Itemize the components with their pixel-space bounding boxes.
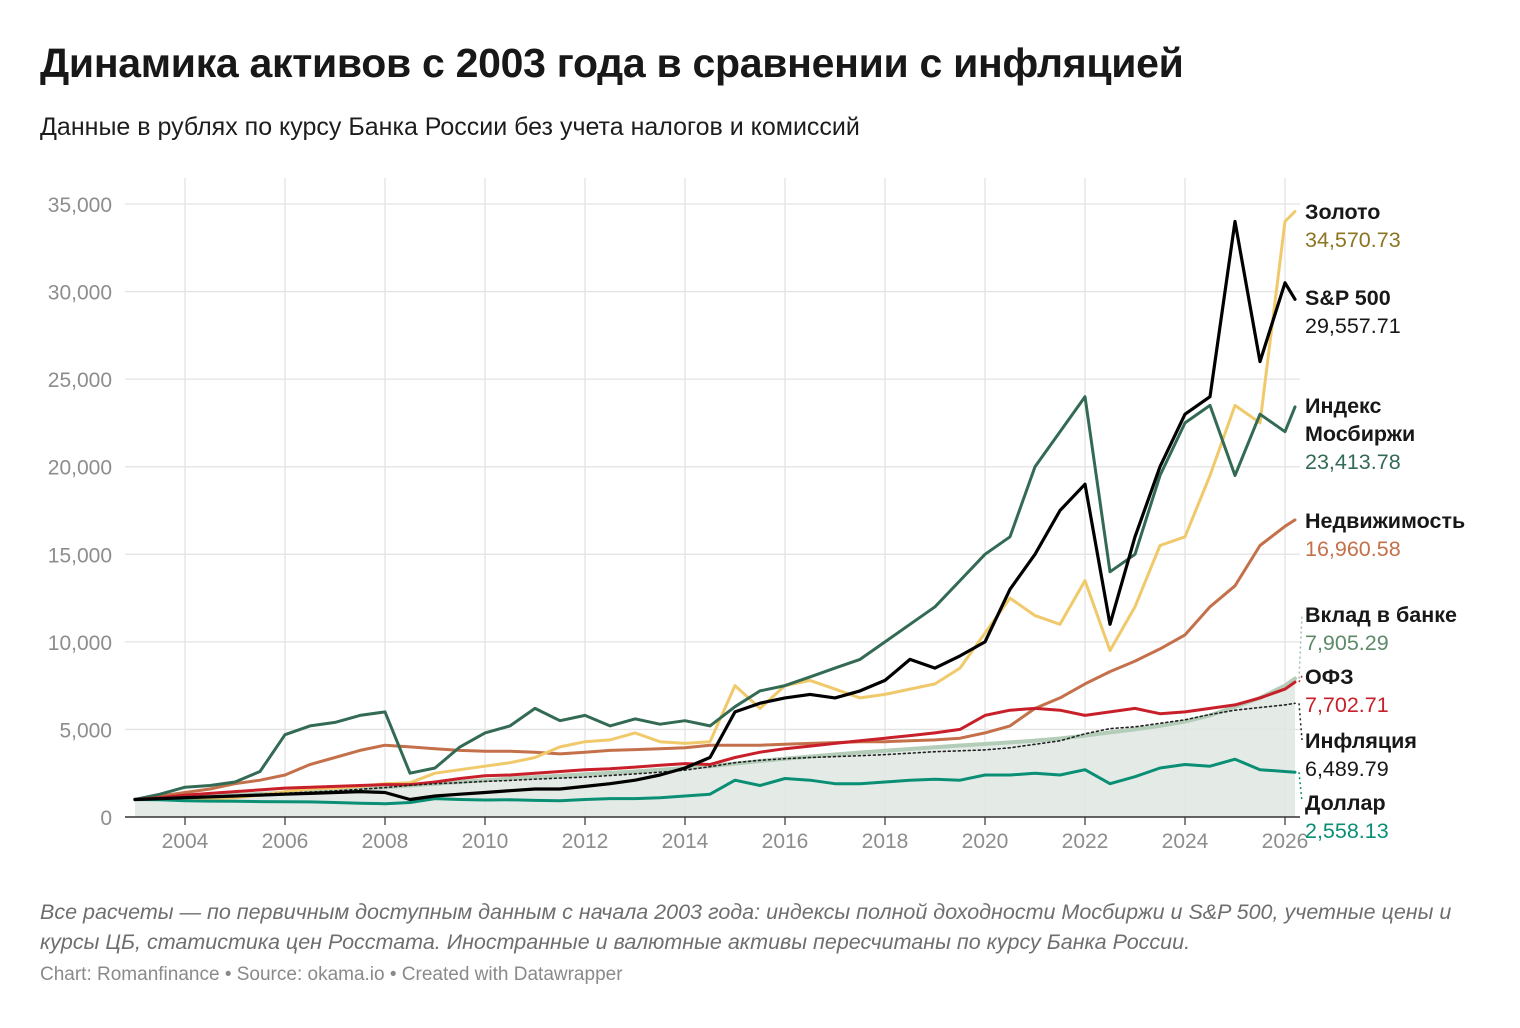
y-tick-label: 35,000 xyxy=(48,194,112,217)
series-value-инфляция: 6,489.79 xyxy=(1305,757,1389,781)
x-tick-label: 2024 xyxy=(1162,830,1209,853)
y-tick-label: 25,000 xyxy=(48,369,112,392)
series-label-индекс-мосбиржи: Мосбиржи xyxy=(1305,422,1415,446)
series-line-индекс-мосбиржи xyxy=(133,395,1297,801)
series-labels: Золото 34,570.73 S&P 500 29,557.71 Индекс Мос… xyxy=(1298,200,1465,843)
series-value-s-p-500: 29,557.71 xyxy=(1305,314,1401,338)
grid-lines xyxy=(125,178,1300,817)
series-line-недвижимость xyxy=(133,518,1297,801)
x-tick-label: 2020 xyxy=(962,830,1009,853)
series-line-s-p-500 xyxy=(133,219,1297,802)
x-tick-label: 2010 xyxy=(462,830,509,853)
chart-subtitle: Данные в рублях по курсу Банка России бе… xyxy=(40,113,860,141)
y-tick-label: 5,000 xyxy=(59,719,112,742)
y-tick-label: 30,000 xyxy=(48,282,112,305)
label-connector-доллар xyxy=(1298,772,1303,803)
series-value-доллар: 2,558.13 xyxy=(1305,819,1389,843)
series-line-золото xyxy=(133,210,1297,801)
x-tick-label: 2006 xyxy=(262,830,309,853)
y-tick-label: 10,000 xyxy=(48,632,112,655)
series-label-доллар: Доллар xyxy=(1305,791,1386,815)
x-tick-label: 2014 xyxy=(662,830,709,853)
series-line-доллар xyxy=(133,757,1297,806)
x-tick-label: 2022 xyxy=(1062,830,1109,853)
x-tick-label: 2004 xyxy=(162,830,209,853)
x-tick-label: 2008 xyxy=(362,830,409,853)
series-label-индекс-мосбиржи: Индекс xyxy=(1305,394,1382,418)
y-tick-label: 20,000 xyxy=(48,457,112,480)
credit-line: Chart: Romanfinance • Source: okama.io •… xyxy=(40,964,623,985)
series-value-золото: 34,570.73 xyxy=(1305,228,1401,252)
label-connector-вклад-в-банке xyxy=(1298,613,1303,679)
series-lines xyxy=(133,210,1297,806)
axes: 0 5,000 10,000 15,000 20,000 25,000 30,000 35,0… xyxy=(48,194,1309,853)
area-вклад-в-банке xyxy=(135,678,1295,817)
series-line-офз xyxy=(133,680,1297,801)
label-connector-офз xyxy=(1298,675,1303,683)
series-label-вклад-в-банке: Вклад в банке xyxy=(1305,603,1457,627)
series-label-золото: Золото xyxy=(1305,200,1380,224)
label-connector-инфляция xyxy=(1298,703,1303,741)
series-line-вклад-в-банке xyxy=(133,676,1297,802)
series-label-недвижимость: Недвижимость xyxy=(1305,509,1465,533)
series-value-индекс-мосбиржи: 23,413.78 xyxy=(1305,450,1401,474)
x-tick-label: 2012 xyxy=(562,830,609,853)
line-chart: 0 5,000 10,000 15,000 20,000 25,000 30,000 35,0… xyxy=(48,178,1465,853)
x-tick-label: 2026 xyxy=(1262,830,1309,853)
y-tick-label: 0 xyxy=(100,807,112,830)
series-value-недвижимость: 16,960.58 xyxy=(1305,537,1401,561)
series-label-инфляция: Инфляция xyxy=(1305,729,1417,753)
deposit-area xyxy=(135,678,1295,817)
series-value-вклад-в-банке: 7,905.29 xyxy=(1305,631,1389,655)
x-tick-label: 2018 xyxy=(862,830,909,853)
chart-title: Динамика активов с 2003 года в сравнении… xyxy=(40,40,1184,86)
series-label-s-p-500: S&P 500 xyxy=(1305,286,1391,310)
y-tick-label: 15,000 xyxy=(48,544,112,567)
footnote: Все расчеты — по первичным доступным дан… xyxy=(40,900,1452,954)
series-value-офз: 7,702.71 xyxy=(1305,693,1389,717)
series-label-офз: ОФЗ xyxy=(1305,665,1354,689)
x-tick-label: 2016 xyxy=(762,830,809,853)
